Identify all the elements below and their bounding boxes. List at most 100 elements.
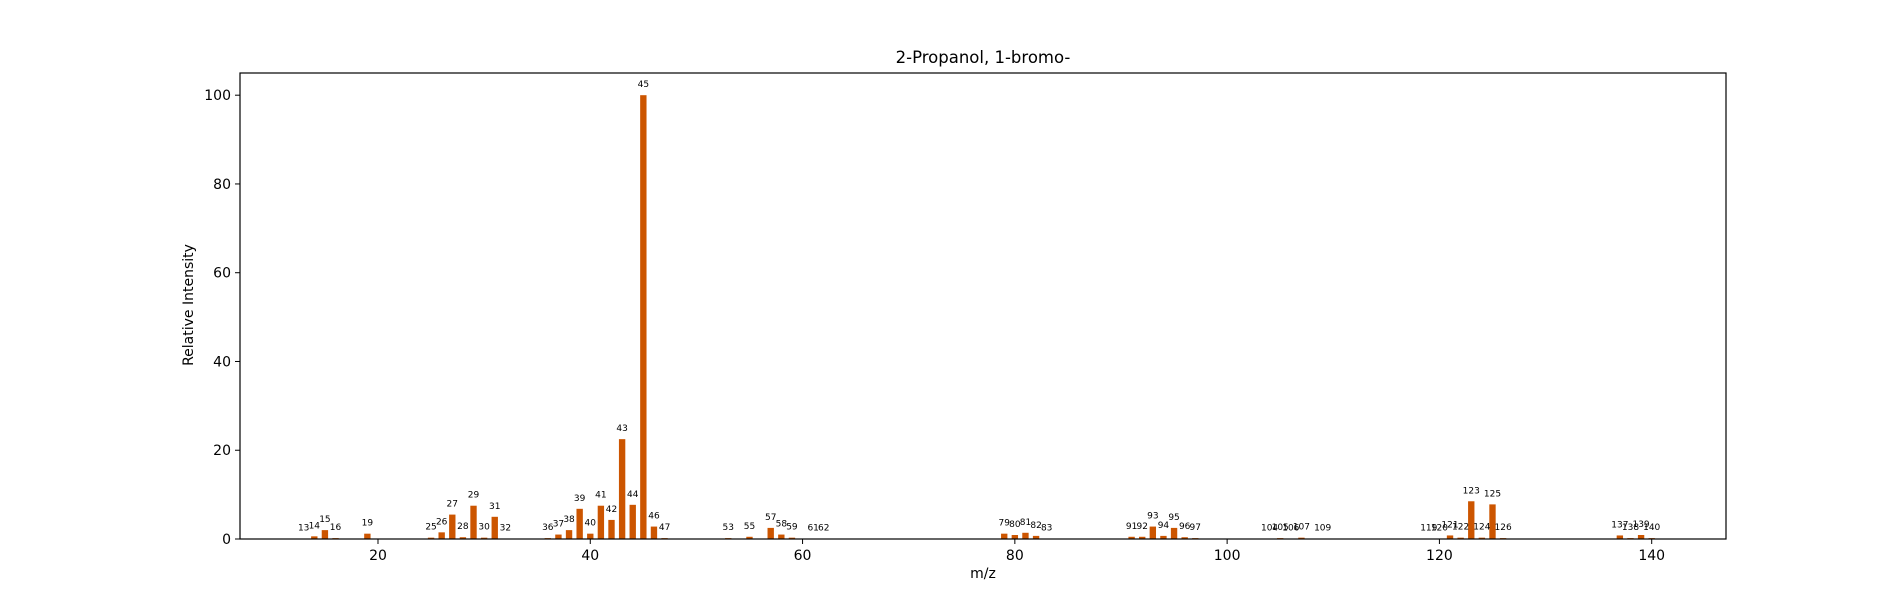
peak-label: 92 [1136,522,1147,532]
peak-bar [321,530,329,539]
x-tick-label: 40 [581,548,599,564]
peak-bar [597,505,605,539]
x-tick-label: 20 [369,548,387,564]
peak-label: 47 [659,523,670,533]
x-tick-label: 100 [1214,548,1241,564]
peak-label: 31 [489,502,500,512]
peak-label: 81 [1020,518,1031,528]
peak-label: 119 [1420,524,1437,534]
peak-label: 138 [1622,523,1639,533]
peak-label: 39 [574,494,586,504]
plot-frame [239,72,1727,540]
peak-label: 96 [1179,522,1191,532]
peak-label: 40 [585,519,597,529]
peak-label: 109 [1314,524,1331,534]
peak-label: 121 [1441,520,1458,530]
x-tick-label: 140 [1638,548,1665,564]
peak-label: 123 [1463,486,1480,496]
peak-label: 53 [723,523,734,533]
peak-label: 58 [776,520,788,530]
peak-label: 80 [1009,520,1021,530]
peak-bar [608,519,615,539]
peak-bar [449,514,456,539]
peak-label: 43 [616,424,627,434]
peak-label: 28 [457,522,469,532]
peak-label: 140 [1643,523,1660,533]
peak-label: 105 [1272,523,1289,533]
x-axis-label: m/z [970,566,996,582]
peak-label: 29 [468,491,480,501]
peak-label: 16 [330,523,342,533]
peak-label: 46 [648,512,660,522]
peak-bar [459,537,467,539]
peak-bar [1489,504,1496,539]
peak-label: 36 [542,523,554,533]
peak-bar [480,537,488,539]
peak-label: 14 [309,521,321,531]
peak-bar [746,536,753,539]
peak-label: 120 [1431,524,1448,534]
peak-bar [1128,536,1135,539]
peak-bar [470,505,477,539]
peak-label: 82 [1030,521,1041,531]
peak-label: 57 [765,513,776,523]
peak-bar [311,536,318,539]
y-tick-label: 100 [204,88,231,104]
y-tick-label: 0 [222,532,231,548]
peak-bar [1001,533,1008,539]
peak-bar [1446,535,1454,539]
peak-bar [1139,536,1146,539]
x-axis-ticks: 20 40 60 80 100 120 140 [369,539,1665,564]
peak-label: 30 [478,523,490,533]
peak-bar [788,537,796,539]
peak-label: 41 [595,491,606,501]
peak-label: 25 [425,523,436,533]
peak-bar [1478,537,1486,539]
peak-label: 137 [1611,520,1628,530]
y-tick-label: 60 [213,266,231,282]
y-tick-label: 40 [213,354,231,370]
peak-bar [767,527,774,539]
peak-label: 61 [807,524,818,534]
peak-bar [618,439,626,539]
peak-bar [1022,532,1029,539]
peak-bar [640,95,647,539]
x-tick-label: 60 [794,548,812,564]
y-tick-label: 80 [213,177,231,193]
peak-label: 37 [553,520,564,530]
chart-title: 2-Propanol, 1-bromo- [896,48,1071,67]
peak-label: 93 [1147,512,1158,522]
peak-label: 38 [563,515,575,525]
peak-label: 139 [1632,520,1649,530]
peak-bar [1637,535,1645,539]
peak-bar [1298,537,1305,539]
peak-label: 95 [1168,513,1179,523]
peak-bar [427,537,435,539]
y-tick-label: 20 [213,443,231,459]
peak-label: 15 [319,515,330,525]
peak-label: 19 [362,519,374,529]
peak-label: 125 [1484,489,1501,499]
peak-label: 91 [1126,522,1137,532]
peak-label: 83 [1041,524,1052,534]
peak-bar [1468,501,1475,539]
y-axis-label: Relative Intensity [181,244,197,366]
peak-label: 32 [500,524,511,534]
x-tick-label: 80 [1006,548,1024,564]
peak-bar [364,533,371,539]
peak-label: 124 [1473,523,1490,533]
peak-label: 126 [1495,523,1512,533]
peak-label: 79 [999,519,1011,529]
peak-bar [1170,527,1178,539]
peak-bar [1011,535,1019,539]
peak-label: 13 [298,524,309,534]
peak-label: 97 [1190,523,1201,533]
peak-label: 59 [786,523,798,533]
y-axis-ticks: 0 20 40 60 80 100 [204,88,240,548]
peak-bar [1457,537,1464,539]
x-tick-label: 120 [1426,548,1453,564]
peak-label: 55 [744,522,755,532]
peak-bar [438,532,445,539]
peak-bar [629,504,636,539]
